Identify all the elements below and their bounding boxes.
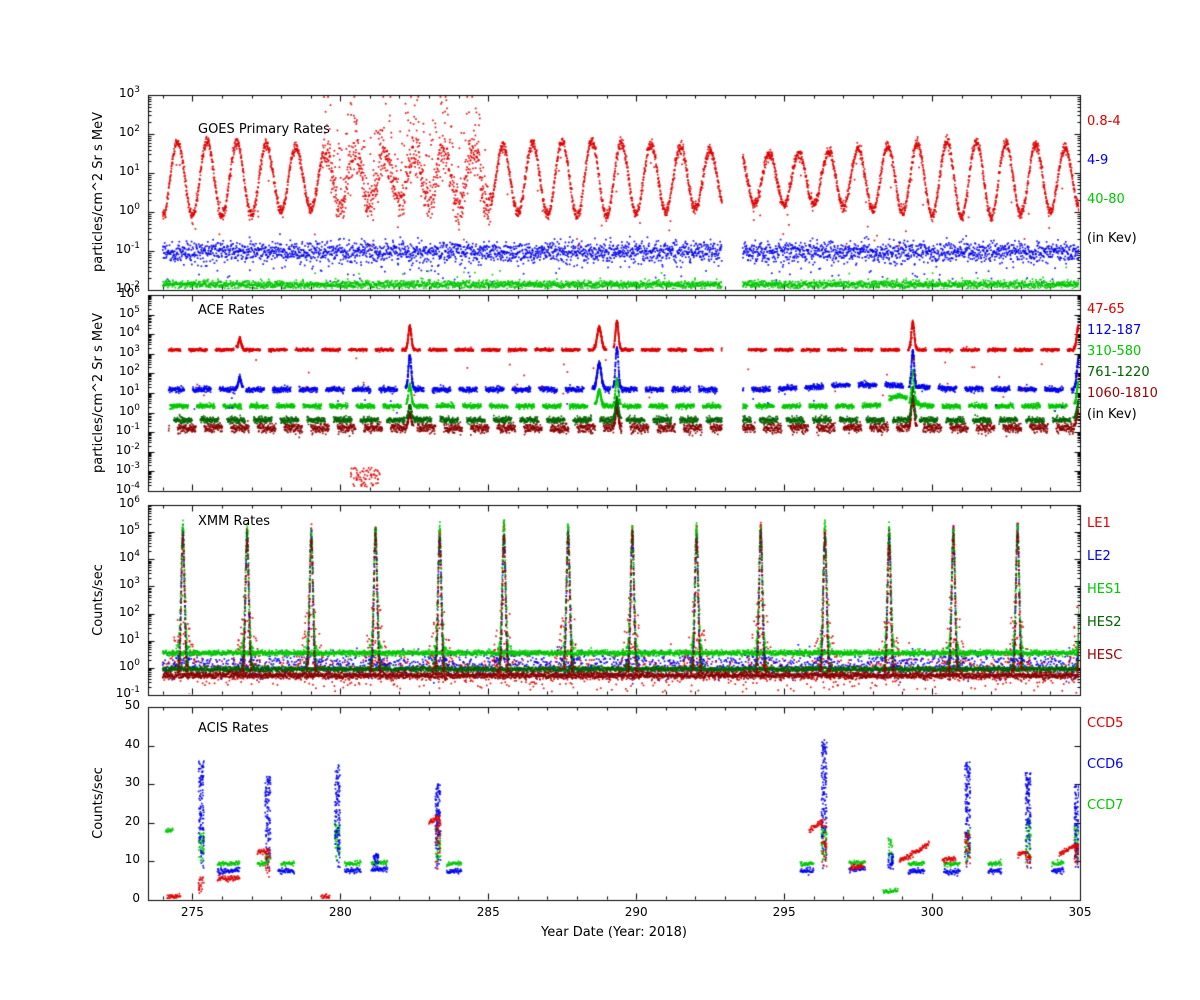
y-tick-label: 10-2	[115, 441, 140, 457]
y-tick-label: 10-3	[115, 461, 140, 477]
panel-title-goes: GOES Primary Rates	[198, 122, 330, 137]
legend-item-le2: LE2	[1087, 549, 1111, 564]
y-tick-label: 106	[118, 495, 140, 510]
y-tick-label: 102	[118, 363, 140, 379]
x-tick-label: 280	[328, 905, 352, 919]
x-tick-label: 300	[920, 905, 944, 919]
legend-item-ccd7: CCD7	[1087, 798, 1124, 813]
y-axis-label-goes: particles/cm^2 Sr s MeV	[90, 111, 106, 273]
y-tick-label: 103	[118, 576, 140, 592]
legend-item-ccd6: CCD6	[1087, 757, 1124, 772]
legend-item-112-187: 112-187	[1087, 323, 1142, 338]
y-tick-label: 102	[118, 124, 140, 139]
y-tick-label: 104	[118, 324, 140, 340]
legend-item-hes1: HES1	[1087, 582, 1122, 597]
panel-title-ace: ACE Rates	[198, 303, 265, 318]
y-tick-label: 10-4	[115, 481, 140, 496]
y-tick-label: 10-1	[115, 422, 140, 438]
y-tick-label: 105	[118, 304, 140, 320]
y-tick-label: 10-1	[115, 241, 140, 256]
panel-title-acis: ACIS Rates	[198, 721, 269, 736]
legend-item-ccd5: CCD5	[1087, 716, 1124, 731]
y-tick-label: 105	[118, 522, 140, 538]
legend-item-1060-1810: 1060-1810	[1087, 386, 1158, 401]
legend-item-761-1220: 761-1220	[1087, 365, 1150, 380]
y-tick-label: 10	[124, 852, 140, 867]
legend-item-hes2: HES2	[1087, 615, 1122, 630]
y-tick-label: 103	[118, 343, 140, 359]
y-tick-label: 106	[118, 285, 140, 300]
x-tick-label: 290	[624, 905, 648, 919]
legend-item--in-kev-: (in Kev)	[1087, 407, 1137, 422]
y-tick-label: 102	[118, 603, 140, 619]
y-tick-label: 50	[124, 698, 140, 712]
y-tick-label: 103	[118, 85, 140, 100]
x-tick-label: 295	[772, 905, 796, 919]
legend-item-le1: LE1	[1087, 516, 1111, 531]
legend-item-310-580: 310-580	[1087, 344, 1142, 359]
legend-item-0-8-4: 0.8-4	[1087, 114, 1121, 129]
y-tick-label: 10-1	[115, 685, 140, 700]
y-axis-label-xmm: Counts/sec	[90, 564, 106, 636]
y-tick-label: 30	[124, 775, 140, 790]
y-tick-label: 101	[118, 383, 140, 398]
y-tick-label: 100	[118, 402, 140, 418]
y-tick-label: 104	[118, 549, 140, 565]
x-tick-label: 285	[476, 905, 500, 919]
y-tick-label: 101	[118, 163, 140, 178]
y-axis-label-ace: particles/cm^2 Sr s MeV	[90, 312, 106, 474]
y-axis-label-acis: Counts/sec	[90, 767, 106, 839]
legend-item-40-80: 40-80	[1087, 192, 1125, 207]
y-tick-label: 100	[118, 202, 140, 217]
legend-item-4-9: 4-9	[1087, 153, 1109, 168]
legend-item--in-kev-: (in Kev)	[1087, 231, 1137, 246]
y-tick-label: 40	[124, 736, 140, 751]
x-tick-label: 275	[180, 905, 204, 919]
y-tick-label: 0	[132, 891, 140, 905]
x-tick-label: 305	[1068, 905, 1092, 919]
y-tick-label: 20	[124, 813, 140, 828]
y-tick-label: 100	[118, 657, 140, 673]
legend-item-47-65: 47-65	[1087, 302, 1125, 317]
y-tick-label: 101	[118, 630, 140, 646]
legend-item-hesc: HESC	[1087, 648, 1123, 663]
x-axis-label: Year Date (Year: 2018)	[541, 925, 687, 940]
panel-title-xmm: XMM Rates	[198, 514, 271, 529]
y-tick-label: 10-2	[115, 280, 140, 295]
